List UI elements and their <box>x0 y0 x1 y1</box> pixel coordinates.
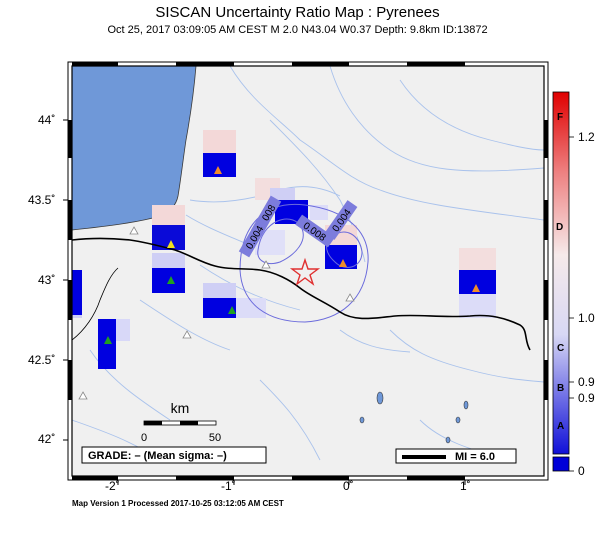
grade-letter: F <box>557 112 564 123</box>
colorbar <box>552 91 574 472</box>
scale-bar: km 0 50 <box>141 400 221 444</box>
lon-label: -1˚ <box>221 479 236 493</box>
map-title: SISCAN Uncertainty Ratio Map : Pyrenees <box>155 4 440 21</box>
map-subtitle: Oct 25, 2017 03:09:05 AM CEST M 2.0 N43.… <box>107 24 488 36</box>
processing-footer: Map Version 1 Processed 2017-10-25 03:12… <box>72 499 284 508</box>
station-triangle-inactive[interactable] <box>345 293 355 302</box>
country-border <box>72 237 531 351</box>
colorbar-value: 1.2 <box>578 130 595 144</box>
station-triangle-orange[interactable] <box>214 166 222 174</box>
grade-letter: C <box>557 343 565 354</box>
uncertainty-cells-dark <box>72 153 496 369</box>
mi-legend-text: MI = 6.0 <box>455 451 495 463</box>
region-border <box>72 267 119 341</box>
lat-label: 43˚ <box>38 273 56 287</box>
station-triangle-orange[interactable] <box>472 284 480 292</box>
station-triangle-green[interactable] <box>167 276 175 284</box>
stations <box>78 166 480 400</box>
station-triangle-inactive[interactable] <box>182 330 192 339</box>
scale-end: 50 <box>209 432 221 444</box>
lon-label: -2˚ <box>105 479 120 493</box>
station-triangle-inactive[interactable] <box>129 226 139 235</box>
station-triangle-inactive[interactable] <box>261 260 271 269</box>
map-border <box>67 61 549 481</box>
colorbar-value: 1.0 <box>578 311 595 325</box>
mi-legend-box: MI = 6.0 <box>395 448 517 464</box>
scale-unit: km <box>171 400 190 416</box>
lon-label: 0˚ <box>343 479 354 493</box>
grade-letter: B <box>557 383 565 394</box>
scale-start: 0 <box>141 432 147 444</box>
colorbar-value: 0.9 <box>578 391 595 405</box>
colorbar-value: 0.9 <box>578 375 595 389</box>
lat-label: 42˚ <box>38 432 56 446</box>
lat-label: 42.5˚ <box>28 353 56 367</box>
lat-label: 44˚ <box>38 113 56 127</box>
station-triangle-inactive[interactable] <box>78 391 88 400</box>
grade-text: GRADE: – (Mean sigma: –) <box>88 450 227 462</box>
colorbar-value: 0 <box>578 464 585 478</box>
station-triangle-green[interactable] <box>104 336 112 344</box>
grade-box: GRADE: – (Mean sigma: –) <box>81 446 267 464</box>
lat-label: 43.5˚ <box>28 193 56 207</box>
lon-label: 1˚ <box>460 479 471 493</box>
station-triangle-yellow[interactable] <box>167 240 175 248</box>
grade-letter: D <box>556 222 564 233</box>
epicenter-star-icon[interactable] <box>289 257 321 286</box>
station-triangle-green[interactable] <box>228 306 236 314</box>
station-triangle-orange[interactable] <box>339 259 347 267</box>
grade-letter: A <box>557 421 565 432</box>
sea-area <box>72 66 197 231</box>
